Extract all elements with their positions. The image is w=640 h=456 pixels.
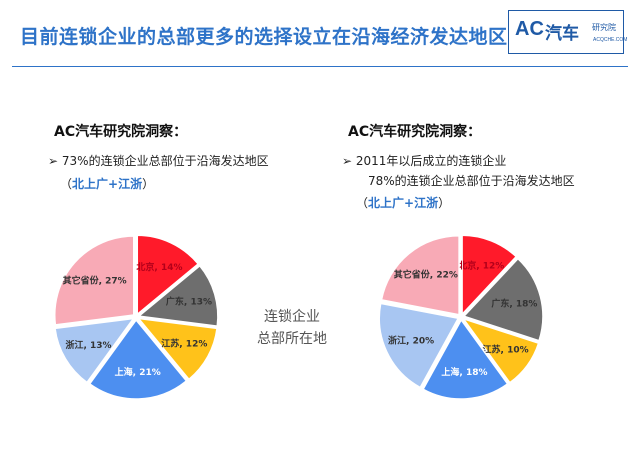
left-highlight-text: 北上广+江浙	[72, 177, 143, 191]
center-caption-line1: 连锁企业	[264, 309, 320, 325]
bullet-arrow-icon: ➢	[48, 154, 59, 168]
logo-site-text: ACQCHE.COM	[593, 37, 628, 43]
pie-label-2-5: 浙江, 20%	[388, 334, 434, 346]
pie-slice-1-2	[137, 264, 219, 327]
title-divider	[12, 66, 628, 67]
pie-label-2-1: 北京, 12%	[458, 260, 504, 272]
pie-slice-1-4	[88, 318, 188, 400]
right-paren-open: （	[356, 196, 369, 210]
center-caption: 连锁企业 总部所在地	[248, 306, 336, 350]
pie-slice-2-6	[380, 234, 460, 316]
left-insight-heading: AC汽车研究院洞察：	[54, 124, 188, 140]
pie-slice-2-1	[461, 234, 518, 317]
right-bullet-line1: ➢ 2011年以后成立的连锁企业	[342, 151, 506, 171]
right-line1-text: 2011年以后成立的连锁企业	[355, 154, 507, 168]
pie-slice-1-3	[136, 317, 218, 381]
logo-institute-text: 研究院	[592, 23, 616, 32]
right-insight-heading: AC汽车研究院洞察：	[348, 124, 482, 140]
pie-label-2-3: 江苏, 10%	[483, 343, 529, 355]
pie-label-1-5: 浙江, 13%	[65, 339, 111, 351]
right-highlight-text: 北上广+江浙	[368, 196, 439, 210]
left-paren-close: ）	[142, 177, 155, 191]
pie-label-2-4: 上海, 18%	[441, 366, 487, 378]
left-paren-open: （	[60, 177, 73, 191]
pie-label-1-4: 上海, 21%	[115, 366, 161, 378]
pie-slice-1-6	[54, 235, 135, 326]
pie-slice-2-5	[378, 302, 460, 389]
center-caption-line2: 总部所在地	[257, 331, 327, 347]
right-paren-close: ）	[438, 196, 451, 210]
pie-slice-2-3	[461, 317, 540, 384]
pie-label-1-1: 北京, 14%	[136, 261, 182, 273]
pie-label-2-6: 其它省份, 22%	[394, 269, 458, 281]
pie-slice-1-5	[54, 317, 136, 384]
logo-qc-text: 汽车	[545, 24, 579, 44]
brand-logo: AC 汽车 研究院 ACQCHE.COM	[508, 10, 628, 54]
pie-slice-2-2	[462, 257, 544, 342]
pie-label-1-2: 广东, 13%	[166, 296, 212, 308]
pie-label-2-2: 广东, 18%	[491, 297, 537, 309]
bullet-arrow-icon: ➢	[342, 154, 353, 168]
left-highlight-line: （北上广+江浙）	[60, 175, 154, 192]
pie-slice-1-1	[136, 234, 200, 316]
pie-label-1-3: 江苏, 12%	[161, 338, 207, 350]
pie-slice-2-4	[422, 318, 509, 400]
right-highlight-line: （北上广+江浙）	[356, 194, 450, 211]
left-line1-text: 73%的连锁企业总部位于沿海发达地区	[61, 154, 269, 168]
logo-ac-text: AC	[515, 18, 544, 40]
right-line2-text: 78%的连锁企业总部位于沿海发达地区	[368, 174, 575, 188]
page-title: 目前连锁企业的总部更多的选择设立在沿海经济发达地区	[20, 26, 508, 48]
left-bullet-line1: ➢ 73%的连锁企业总部位于沿海发达地区	[48, 151, 269, 171]
pie-label-1-6: 其它省份, 27%	[63, 275, 127, 287]
